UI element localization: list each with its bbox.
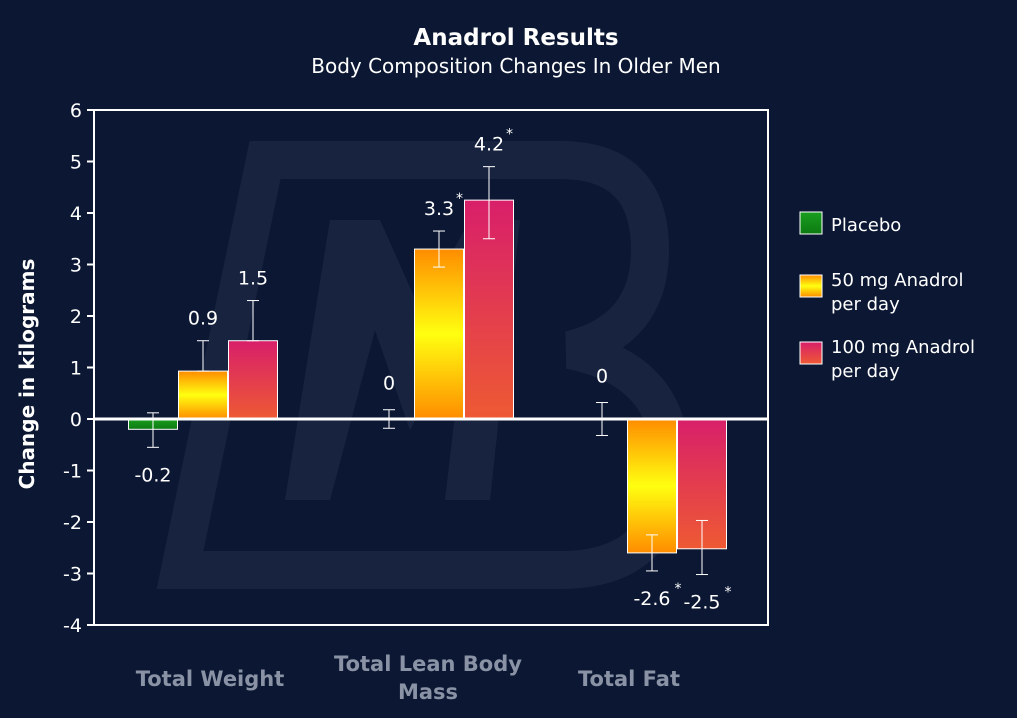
y-tick-label: 6 <box>70 100 82 122</box>
bar-1-2 <box>627 418 677 554</box>
legend-swatch-1 <box>799 274 823 298</box>
legend-label-0: Placebo <box>831 215 901 236</box>
y-axis-ticks: 6 5 4 3 2 1 0 -1 -2 -3 -4 <box>63 100 94 637</box>
category-label-2: Total Fat <box>578 667 680 691</box>
y-tick-label: -2 <box>63 512 82 534</box>
significance-marker: * <box>725 585 732 601</box>
y-tick-label: -1 <box>63 461 82 483</box>
data-label-0-0: -0.2 <box>134 464 171 486</box>
bar-1-0 <box>178 370 228 420</box>
legend-label-1: per day <box>831 294 900 315</box>
bars-group <box>128 199 727 554</box>
category-labels-group: Total Weight Total Lean Body Mass Total Fat <box>136 652 680 704</box>
legend: Placebo 50 mg Anadrol per day 100 mg Anadro… <box>799 211 975 382</box>
legend-label-2: per day <box>831 361 900 382</box>
category-label-1: Mass <box>398 680 458 704</box>
legend-label-1: 50 mg Anadrol <box>831 270 964 291</box>
y-tick-label: -4 <box>63 615 82 637</box>
data-label-0-2: 0 <box>596 366 608 388</box>
y-tick-label: -3 <box>63 564 82 586</box>
y-axis-label: Change in kilograms <box>15 259 39 490</box>
data-label-1-0: 0.9 <box>188 308 218 330</box>
y-tick-label: 3 <box>70 255 82 277</box>
bar-2-0 <box>228 340 278 420</box>
legend-label-2: 100 mg Anadrol <box>831 337 975 358</box>
chart-title: Anadrol Results <box>413 25 618 51</box>
y-tick-label: 1 <box>70 358 82 380</box>
category-label-0: Total Weight <box>136 667 285 691</box>
data-label-2-1: 4.2 <box>474 134 504 156</box>
legend-swatch-2 <box>799 341 823 365</box>
data-label-2-2: -2.5 <box>683 592 720 614</box>
significance-marker: * <box>506 127 513 143</box>
data-labels-group: -0.20 00.93.3 *-2.6 *1.54.2 *-2.5 * <box>134 127 731 614</box>
y-tick-label: 4 <box>70 203 82 225</box>
significance-marker: * <box>675 581 682 597</box>
bar-1-1 <box>414 248 464 420</box>
data-label-1-1: 3.3 <box>424 198 454 220</box>
category-label-1: Total Lean Body <box>334 652 522 676</box>
y-tick-label: 5 <box>70 152 82 174</box>
data-label-2-0: 1.5 <box>238 268 268 290</box>
error-bars-group <box>147 166 708 576</box>
chart-subtitle: Body Composition Changes In Older Men <box>311 54 721 78</box>
data-label-1-2: -2.6 <box>633 588 670 610</box>
significance-marker: * <box>456 191 463 207</box>
legend-swatch-0 <box>799 211 823 235</box>
data-label-0-1: 0 <box>383 373 395 395</box>
y-tick-label: 2 <box>70 306 82 328</box>
y-tick-label: 0 <box>70 409 82 431</box>
